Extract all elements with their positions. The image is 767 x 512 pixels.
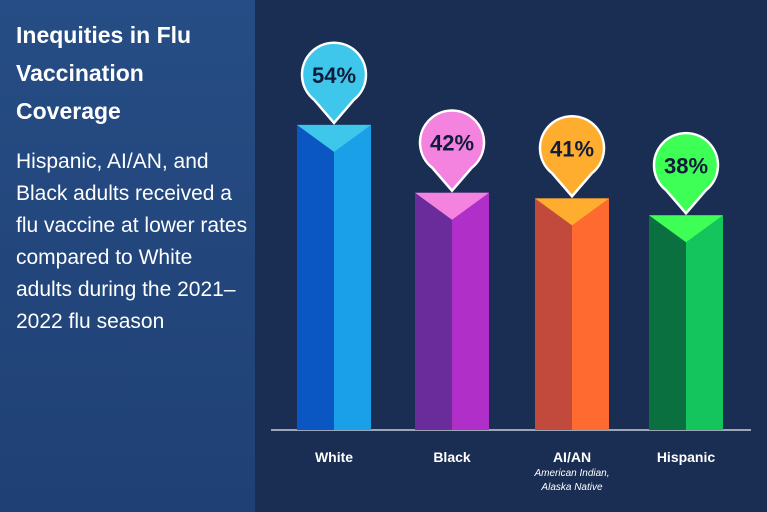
bar-white-cap	[297, 124, 371, 152]
category-label-white: White	[315, 449, 353, 465]
bar-black-right	[452, 192, 489, 430]
bar-ai-an-left	[535, 198, 572, 430]
bar-chart: 54% White 42% Black 41% AI/AN American Indian,…	[271, 41, 751, 493]
category-label-black: Black	[433, 449, 471, 465]
bar-black-cap	[415, 192, 489, 220]
value-marker-ai-an	[538, 114, 606, 199]
category-note-line: American Indian,	[533, 468, 609, 479]
bar-hispanic-left	[649, 215, 686, 430]
summary-text: Hispanic, AI/AN, and Black adults receiv…	[16, 150, 248, 333]
headline: Inequities in Flu Vaccination Coverage	[16, 22, 192, 124]
bar-hispanic-cap	[649, 215, 723, 243]
chart-panel: 54% White 42% Black 41% AI/AN American Indian,…	[255, 0, 767, 512]
value-label-white: 54%	[312, 63, 356, 88]
bar-ai-an-cap	[535, 198, 609, 226]
bar-black-left	[415, 192, 452, 430]
value-label-hispanic: 38%	[664, 153, 708, 178]
value-marker-black	[418, 109, 486, 193]
category-label-ai-an: AI/AN	[553, 449, 591, 465]
bar-white-right	[334, 124, 371, 431]
value-marker-white	[300, 41, 368, 125]
value-marker-hispanic	[652, 131, 720, 216]
left-panel: Inequities in Flu Vaccination Coverage H…	[0, 0, 255, 512]
category-label-hispanic: Hispanic	[657, 449, 716, 465]
bar-ai-an-right	[572, 198, 609, 430]
value-label-black: 42%	[430, 131, 474, 156]
value-label-ai-an: 41%	[550, 136, 594, 161]
category-note-ai-an: American Indian, Alaska Native	[533, 468, 609, 493]
bar-white-left	[297, 124, 334, 431]
bar-hispanic-right	[686, 215, 723, 430]
category-note-line: Alaska Native	[540, 482, 603, 493]
